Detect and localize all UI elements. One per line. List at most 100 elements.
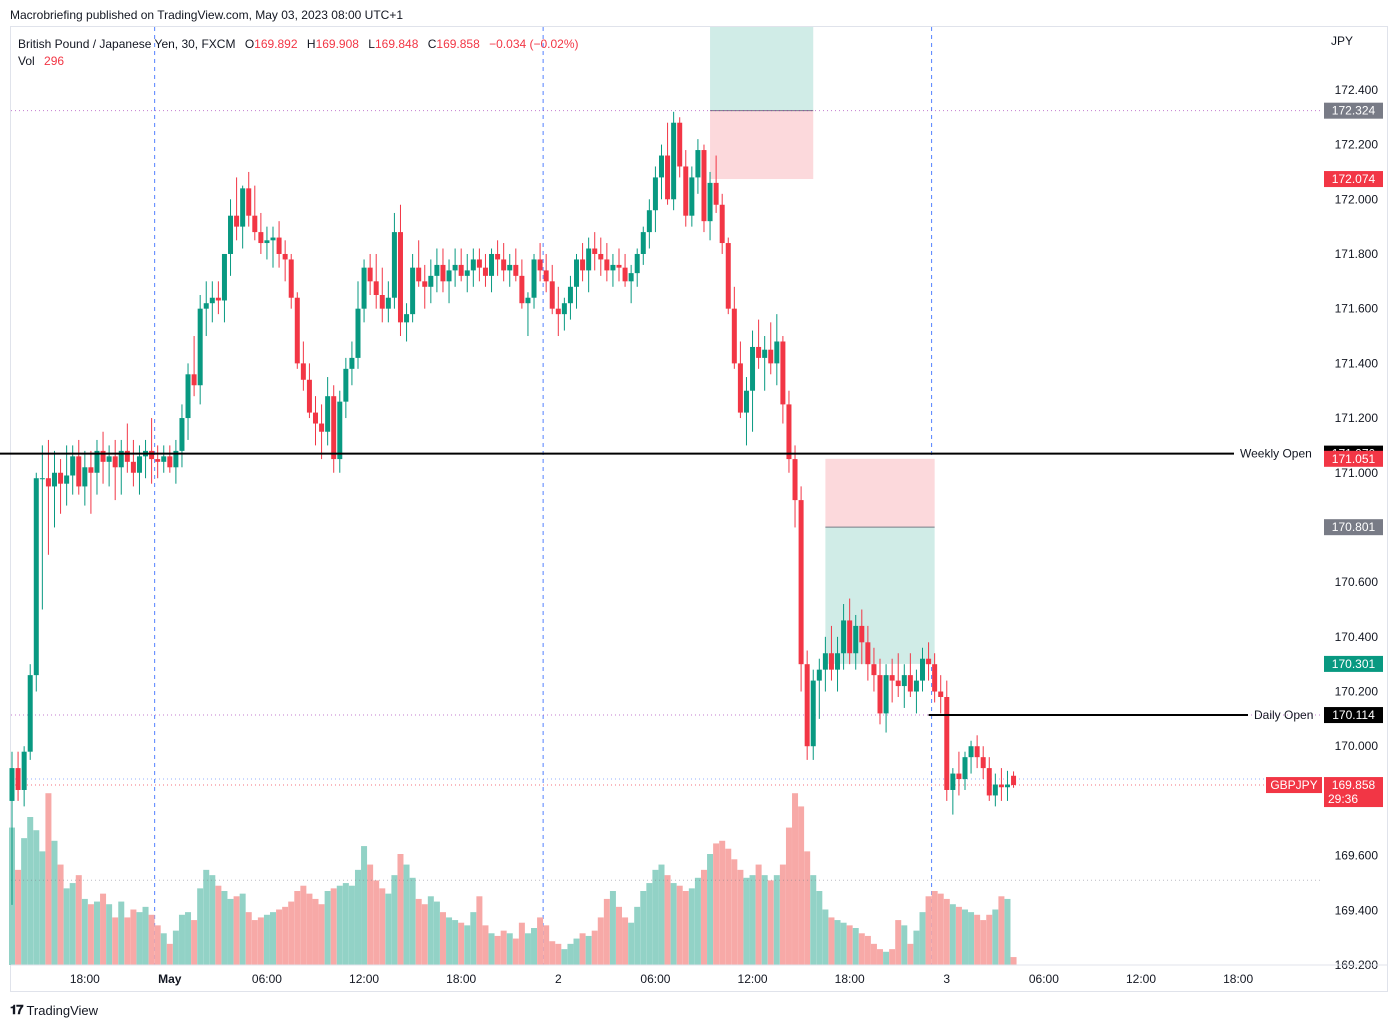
volume-bar	[239, 893, 246, 965]
candle-body	[21, 751, 27, 790]
volume-bar	[974, 914, 981, 965]
volume-bar	[15, 869, 22, 965]
candle-body	[567, 286, 573, 304]
candle-body	[677, 122, 683, 167]
volume-bar	[160, 933, 167, 965]
volume-bar	[300, 885, 307, 965]
volume-bar	[476, 896, 483, 965]
candle-body	[440, 264, 446, 282]
volume-bar	[537, 917, 544, 965]
volume-bar	[221, 891, 228, 965]
candle-body	[780, 341, 786, 405]
volume-bar	[112, 917, 119, 965]
candle-body	[737, 363, 743, 413]
candle-body	[185, 374, 191, 419]
candle-body	[258, 232, 264, 244]
y-tick-label: 170.400	[1335, 630, 1379, 644]
volume-bar	[682, 891, 689, 965]
volume-bar	[39, 851, 46, 965]
candle-body	[58, 472, 64, 484]
candle-body	[689, 177, 695, 216]
volume-bar	[798, 806, 805, 965]
candle-body	[373, 281, 379, 295]
candle-body	[756, 346, 762, 358]
candle-body	[155, 459, 161, 462]
volume-bar	[913, 930, 920, 965]
volume-value: 296	[44, 54, 65, 68]
candle-body	[913, 680, 919, 692]
y-tick-label: 171.800	[1335, 247, 1379, 261]
candle-body	[416, 267, 422, 282]
volume-bar	[433, 901, 440, 965]
volume-bar	[251, 920, 258, 965]
candle-body	[992, 784, 998, 796]
candle-body	[410, 267, 416, 315]
volume-bar	[707, 854, 714, 965]
candle-body	[683, 166, 689, 216]
candle-body	[391, 232, 397, 298]
volume-bar	[100, 893, 107, 965]
candle-body	[149, 450, 155, 460]
volume-bar	[470, 912, 477, 965]
volume-bar	[118, 901, 125, 965]
candle-body	[106, 456, 112, 462]
volume-bar	[409, 877, 416, 965]
volume-bar	[439, 912, 446, 965]
stop-loss-zone	[710, 110, 814, 180]
volume-bar	[561, 949, 568, 965]
volume-bar	[622, 917, 629, 965]
volume-bar	[518, 922, 525, 965]
price-chart[interactable]: Weekly Open171.070Daily Open170.114172.4…	[0, 0, 1398, 1000]
volume-bar	[361, 846, 368, 965]
candle-body	[221, 253, 227, 301]
candle-body	[889, 675, 895, 681]
candle-body	[88, 467, 94, 473]
price-badge	[1324, 519, 1383, 536]
y-tick-label: 172.400	[1335, 83, 1379, 97]
candle-body	[179, 418, 185, 451]
volume-bar	[427, 896, 434, 965]
candle-body	[561, 303, 567, 315]
candle-body	[246, 188, 252, 216]
price-badge-text: 170.301	[1332, 657, 1376, 671]
volume-bar	[543, 925, 550, 965]
candle-body	[871, 664, 877, 676]
candle-body	[828, 653, 834, 670]
volume-bar	[172, 930, 179, 965]
candle-body	[574, 259, 580, 287]
volume-bar	[573, 938, 580, 965]
candle-body	[719, 204, 725, 244]
candle-body	[270, 237, 276, 241]
volume-bar	[63, 888, 70, 965]
volume-bar	[531, 928, 538, 965]
candle-body	[956, 773, 962, 780]
candle-body	[337, 401, 343, 460]
volume-bar	[488, 933, 495, 965]
candle-body	[45, 478, 51, 487]
volume-bar	[725, 848, 732, 965]
candle-body	[810, 680, 816, 747]
currency-label: JPY	[1331, 34, 1353, 48]
candle-body	[835, 653, 841, 670]
candle-body	[325, 396, 331, 432]
candle-body	[15, 768, 21, 790]
candle-body	[51, 472, 57, 487]
volume-bar	[628, 922, 635, 965]
volume-bar	[227, 898, 234, 965]
candle-body	[847, 620, 853, 654]
candle-body	[932, 664, 938, 692]
candle-body	[349, 357, 355, 369]
candle-body	[136, 456, 142, 473]
candle-body	[616, 264, 622, 268]
volume-bar	[391, 875, 398, 965]
low-value: 169.848	[374, 37, 419, 51]
volume-bar	[500, 930, 507, 965]
footer-brand: TradingView	[26, 1002, 99, 1018]
volume-bar	[731, 859, 738, 965]
volume-bar	[579, 933, 586, 965]
volume-bar	[512, 938, 519, 965]
candle-body	[1004, 784, 1010, 788]
candle-body	[701, 150, 707, 222]
candle-body	[428, 275, 434, 287]
volume-bar	[324, 891, 331, 965]
